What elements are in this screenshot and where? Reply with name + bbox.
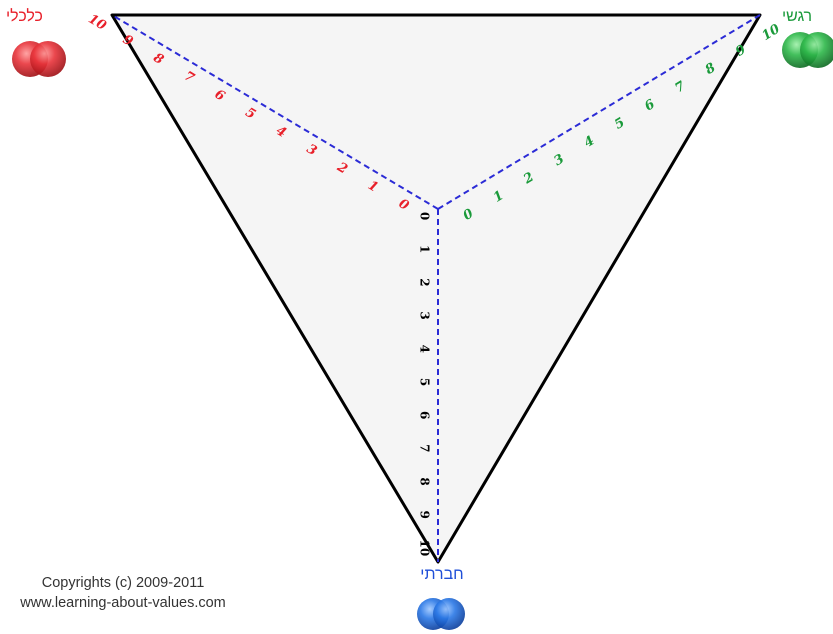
- social-tick-10: 10: [418, 540, 432, 557]
- emotional-tick-10: 10: [759, 22, 782, 44]
- social-tick-7: 7: [418, 444, 432, 452]
- social-tick-9: 9: [418, 511, 432, 519]
- copyright-notice: Copyrights (c) 2009-2011 www.learning-ab…: [0, 573, 258, 613]
- social-tick-6: 6: [418, 411, 432, 419]
- social-tick-8: 8: [418, 477, 432, 485]
- economic-label: כלכלי: [6, 8, 43, 25]
- social-tick-3: 3: [418, 311, 432, 319]
- social-tick-5: 5: [418, 378, 432, 386]
- social-tick-2: 2: [418, 278, 432, 286]
- social-label: חברתי: [420, 566, 464, 583]
- social-tick-0: 0: [418, 212, 432, 220]
- emotional-axis: [437, 14, 761, 210]
- green-double-circle-icon: [782, 32, 833, 68]
- blue-double-circle-icon: [417, 598, 465, 630]
- economic-tick-10: 10: [85, 12, 108, 34]
- emotional-label: רגשי: [782, 8, 813, 25]
- red-double-circle-icon: [12, 41, 66, 77]
- social-scale-ticks: 0 1 2 3 4 5 6 7 8 9 10: [418, 212, 432, 556]
- social-tick-1: 1: [418, 245, 432, 253]
- social-tick-4: 4: [418, 345, 432, 353]
- copyright-website: www.learning-about-values.com: [20, 595, 226, 611]
- copyright-years: Copyrights (c) 2009-2011: [41, 575, 205, 591]
- values-triangle: [110, 13, 762, 564]
- economic-axis: [111, 14, 439, 210]
